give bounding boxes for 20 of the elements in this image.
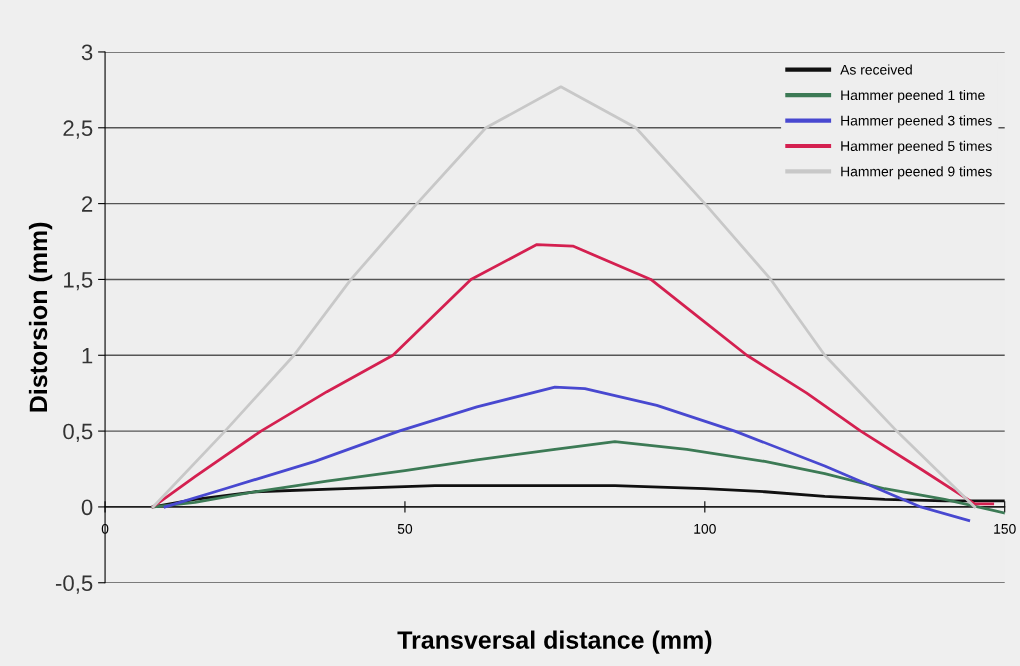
x-tick-label: 50 <box>397 523 413 534</box>
y-tick-label: 0,5 <box>63 423 93 442</box>
y-tick-label: 3 <box>81 44 93 61</box>
y-axis-title: Distorsion (mm) <box>28 222 53 412</box>
legend-label: Hammer peened 9 times <box>841 166 992 180</box>
y-tick-label: 2 <box>82 196 93 212</box>
legend-label: As received <box>840 64 912 75</box>
y-tick-label: -0,5 <box>55 575 93 594</box>
line-series <box>163 385 971 522</box>
x-tick-label: 100 <box>694 523 716 534</box>
legend-label: Hammer peened 3 times <box>841 115 992 129</box>
y-tick-label: 2,5 <box>63 120 93 139</box>
y-tick-label: 1 <box>82 348 93 364</box>
y-tick-label: 0 <box>81 499 93 516</box>
y-tick-label: 1,5 <box>64 272 93 291</box>
legend-label: Hammer peened 5 times <box>841 140 992 154</box>
x-tick-label: 150 <box>994 523 1016 534</box>
legend-label: Hammer peened 1 time <box>841 89 985 103</box>
x-axis-title: Transversal distance (mm) <box>397 630 712 654</box>
line-series <box>151 243 995 509</box>
